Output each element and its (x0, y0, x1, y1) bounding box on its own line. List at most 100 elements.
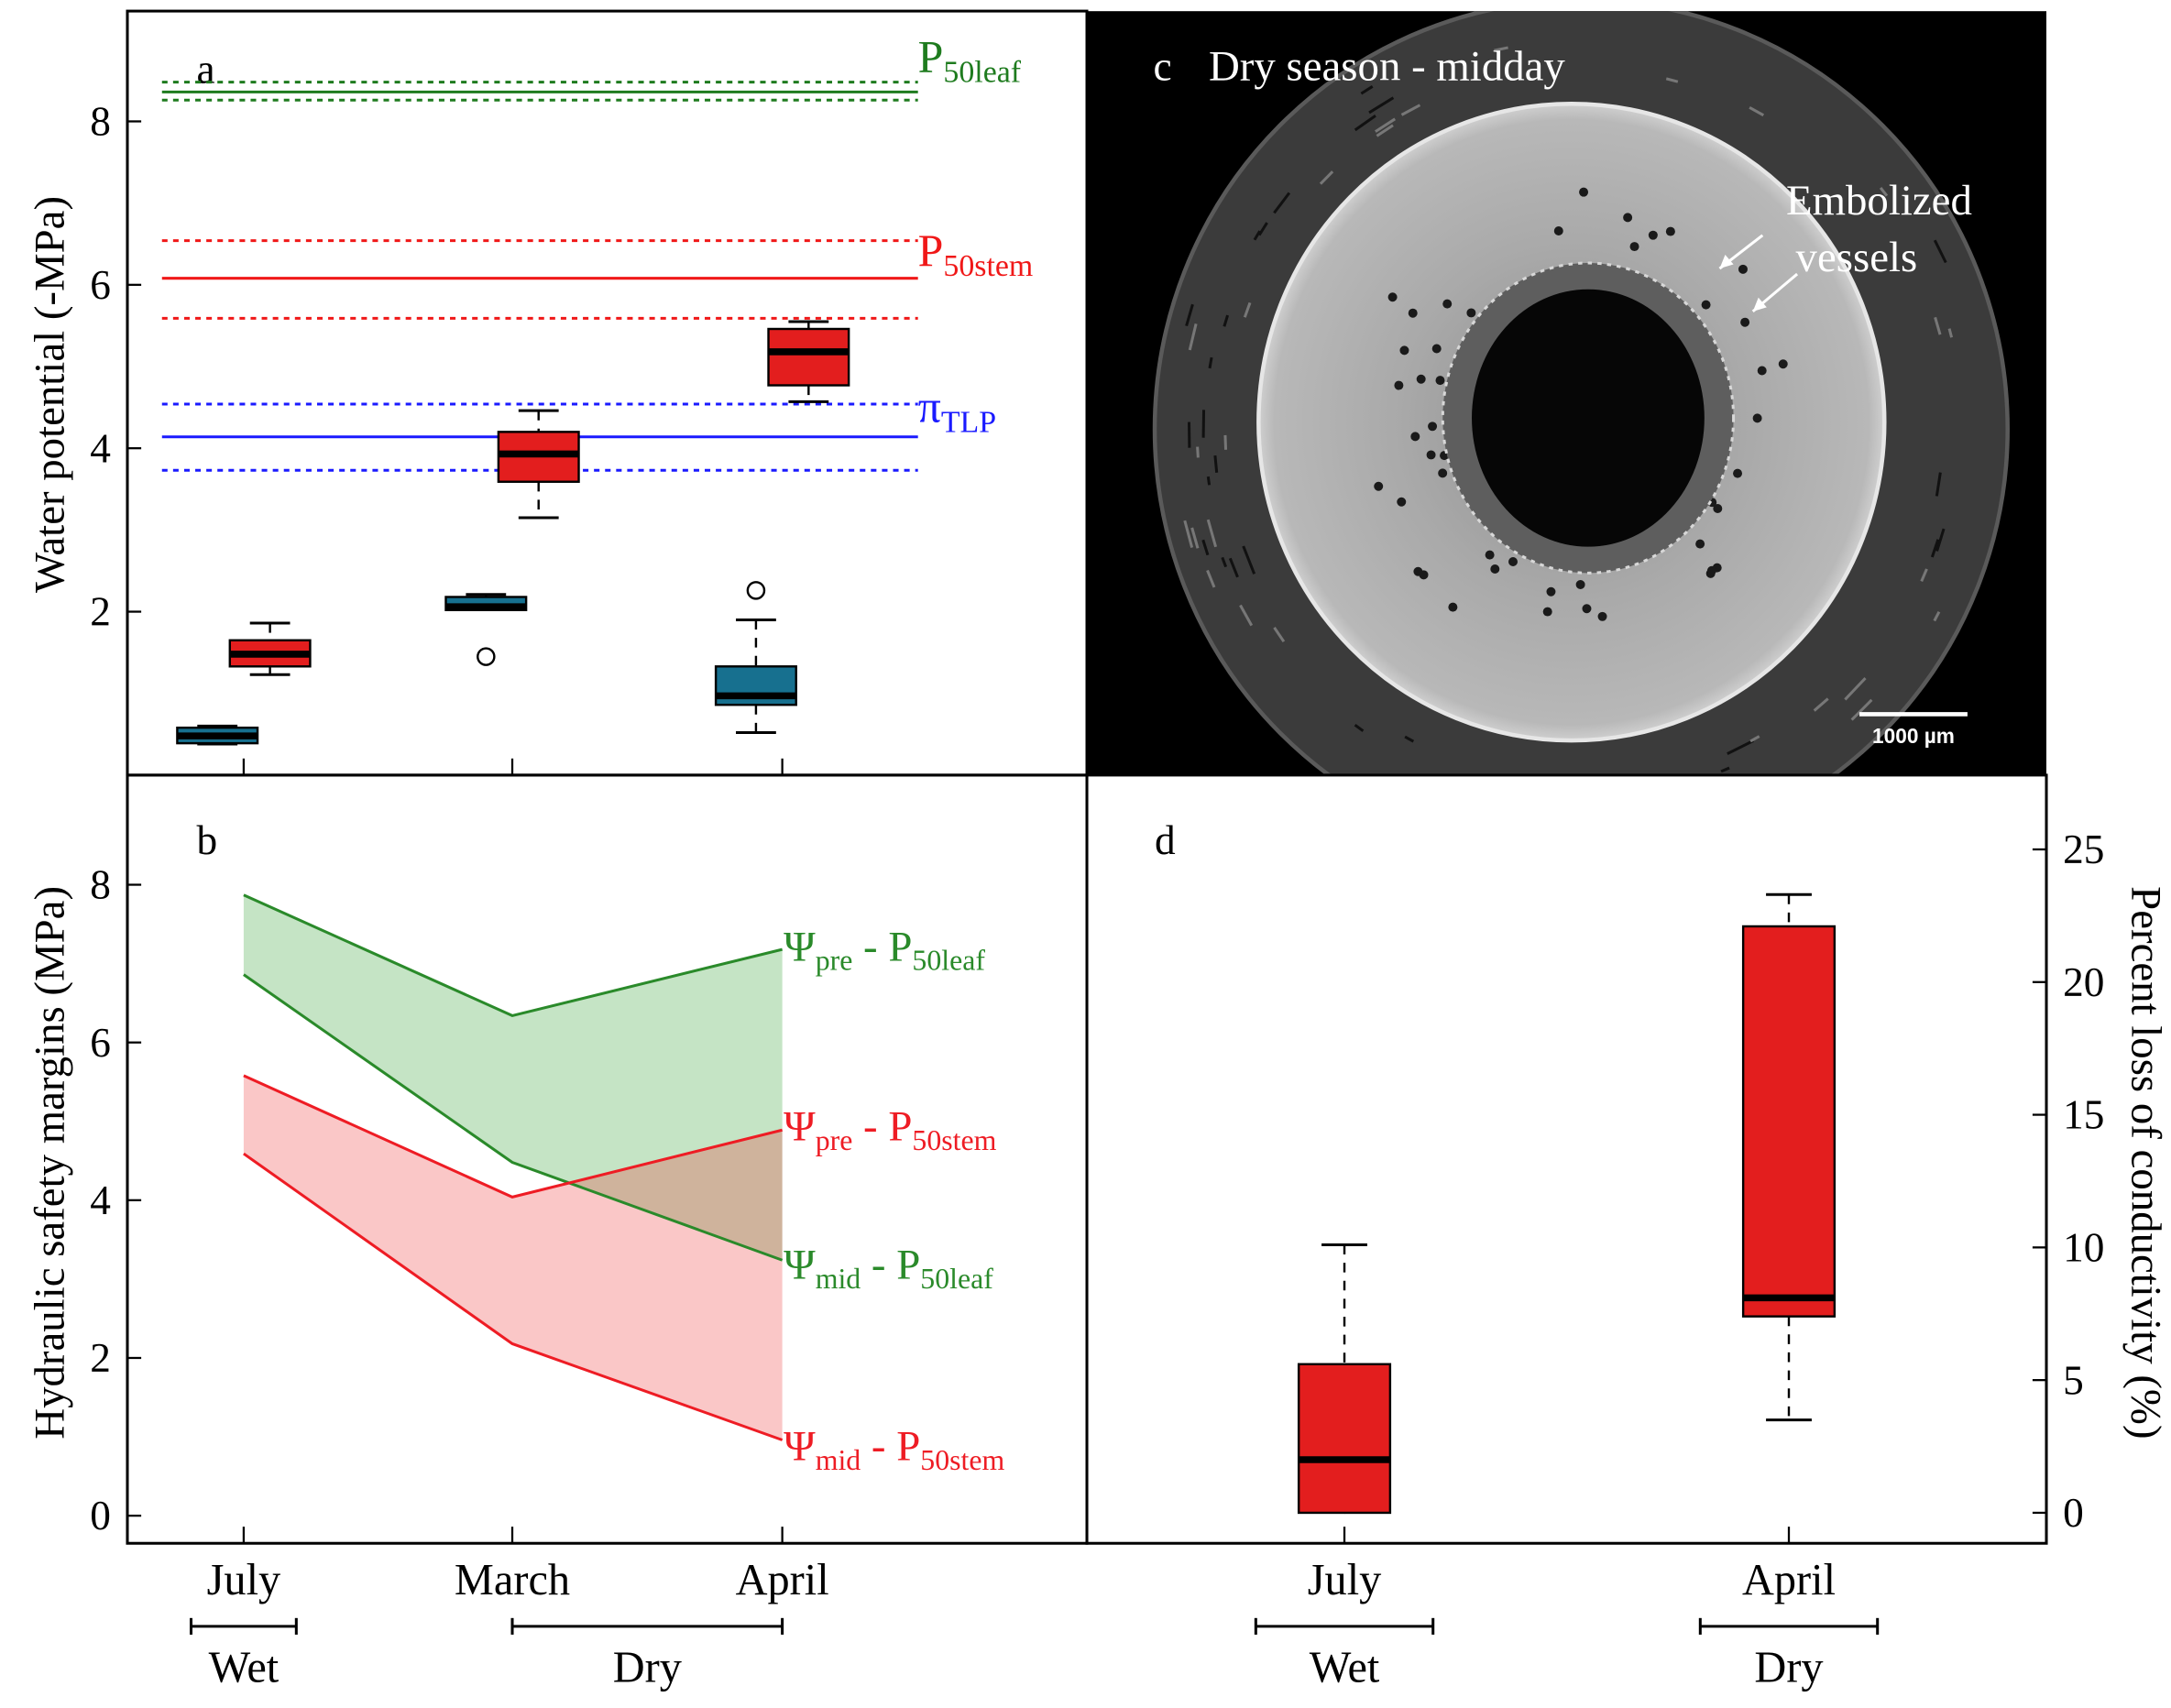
bark-texture (1206, 569, 1216, 588)
season-label: Dry (1754, 1643, 1823, 1692)
bark-texture (1844, 677, 1867, 701)
embolized-vessel (1665, 226, 1675, 236)
bark-texture (1213, 454, 1219, 473)
y-axis-title: Water potential (-MPa) (26, 196, 73, 593)
bark-texture (1360, 85, 1374, 95)
bark-texture (1749, 106, 1765, 117)
y-tick-label: 5 (2063, 1357, 2084, 1403)
x-tick-label: July (207, 1556, 281, 1604)
box-iqr (767, 327, 850, 387)
bark-texture (1935, 528, 1946, 552)
panel-d-percent-loss-conductivity: 0 5 10 15 20 25 Percent loss of conductivity (… (1085, 773, 2170, 1692)
bark-texture (1376, 124, 1394, 137)
bark-texture (1400, 104, 1421, 116)
subscript: 50leaf (912, 945, 985, 977)
embolized-vessel (1448, 602, 1458, 612)
label-part: - P (861, 1423, 920, 1471)
bark-texture (1190, 527, 1200, 549)
label-part: Ψ (784, 1103, 816, 1151)
subscript: mid (816, 1444, 861, 1476)
y-tick-label: 4 (90, 1177, 111, 1223)
safety-margin-band (243, 894, 783, 1261)
label-part: - P (852, 923, 912, 970)
subscript: 50stem (912, 1124, 996, 1156)
label-part: Ψ (784, 1423, 816, 1471)
bark-texture (1319, 170, 1334, 185)
embolized-vessel (1733, 468, 1743, 478)
embolized-vessel (1438, 468, 1448, 478)
embolized-vessel (1542, 607, 1552, 617)
subscript: pre (816, 1124, 853, 1156)
embolized-vessel (1399, 345, 1409, 356)
panel-label: d (1155, 817, 1176, 863)
scale-bar-label: 1000 µm (1872, 724, 1955, 748)
image-title: Dry season - midday (1209, 43, 1565, 91)
embolized-vessel (1575, 579, 1585, 589)
y-tick-label: 2 (90, 589, 111, 635)
subscript: TLP (941, 406, 996, 440)
y-tick-label: 20 (2063, 959, 2104, 1005)
box-plot (444, 593, 528, 666)
arrowhead-icon (1719, 254, 1734, 269)
embolized-vessel (1740, 317, 1750, 327)
series-label: Ψmid - P50leaf (784, 1242, 993, 1295)
embolized-vessel (1387, 292, 1398, 302)
bark-texture (1368, 96, 1395, 115)
bark-texture (1947, 328, 1954, 338)
subscript: 50stem (920, 1444, 1004, 1476)
panel-c-micro-ct-image: c Dry season - midday Embolized vessels 1000… (1087, 11, 2047, 812)
embolized-vessel (1623, 213, 1633, 223)
bark-texture (1183, 520, 1194, 548)
season-label: Wet (209, 1643, 280, 1692)
bark-texture (1769, 783, 1784, 792)
embolized-vessel (1374, 481, 1384, 491)
label-part: P (918, 225, 944, 276)
y-tick-label: 10 (2063, 1224, 2104, 1270)
embolized-vessel (1629, 242, 1639, 252)
x-tick-label: April (1742, 1556, 1836, 1604)
embolized-vessel (1579, 187, 1589, 197)
y-tick-label: 8 (90, 862, 111, 908)
embolized-vessel (1713, 504, 1723, 513)
label-part: Ψ (784, 923, 816, 970)
bark-texture (1185, 303, 1194, 327)
bark-texture (1221, 556, 1228, 568)
season-label: Wet (1310, 1643, 1380, 1692)
embolized-vessel (1706, 565, 1716, 575)
series-label: Ψpre - P50stem (784, 1103, 996, 1156)
bark-texture (1850, 698, 1873, 721)
series-label: Ψmid - P50stem (784, 1423, 1004, 1476)
embolized-vessel (1485, 550, 1495, 560)
embolized-vessel (1553, 226, 1563, 235)
embolized-vessel (1597, 611, 1607, 621)
embolized-vessel (1435, 376, 1445, 386)
bark-texture (1651, 793, 1674, 798)
embolized-vessel (1508, 556, 1518, 566)
bark-texture (1930, 539, 1940, 558)
bark-texture (1354, 114, 1376, 132)
arrowhead-icon (1752, 297, 1767, 312)
bark-texture (1935, 472, 1942, 497)
bark-texture (1242, 545, 1256, 575)
bark-texture (1720, 766, 1730, 773)
embolized-vessel (1752, 413, 1762, 423)
bark-texture (1223, 314, 1230, 327)
subscript: mid (816, 1263, 861, 1295)
x-tick-label: March (455, 1556, 570, 1604)
bark-texture (1273, 627, 1286, 643)
embolized-vessel (1490, 564, 1500, 575)
bark-texture (1665, 77, 1679, 83)
bark-texture (1433, 805, 1453, 812)
x-tick-label: April (736, 1556, 829, 1604)
bark-texture (1813, 697, 1829, 712)
embolized-vessel (1416, 374, 1426, 384)
embolized-vessel (1778, 359, 1788, 369)
bark-texture (1749, 735, 1760, 743)
bark-texture (1375, 117, 1397, 133)
embolized-vessel (1408, 308, 1418, 318)
label-part: Ψ (784, 1242, 816, 1289)
subscript: 50leaf (943, 56, 1021, 90)
embolized-vessel (1426, 450, 1436, 460)
